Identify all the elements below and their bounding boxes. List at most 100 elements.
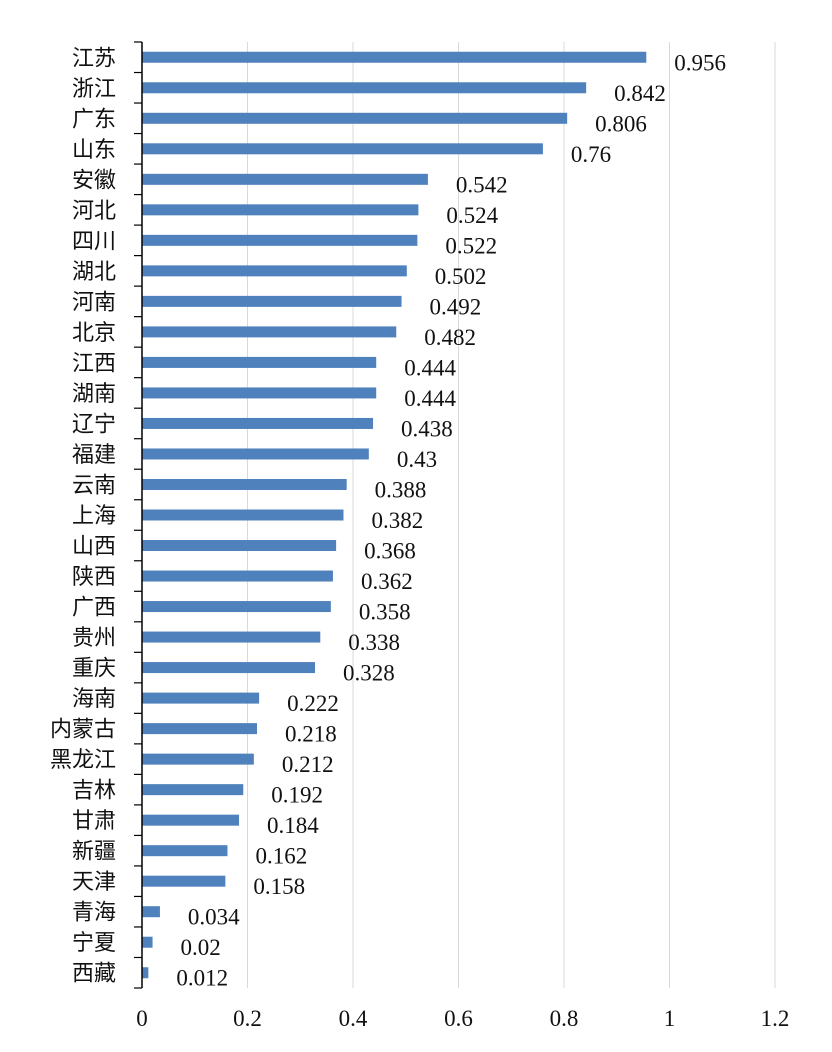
bar: [142, 387, 377, 399]
value-label: 0.388: [375, 477, 427, 502]
category-label: 西藏: [72, 962, 116, 987]
category-label: 内蒙古: [50, 718, 116, 743]
category-label: 贵州: [72, 626, 116, 651]
bar: [142, 540, 337, 552]
value-label: 0.02: [181, 935, 221, 960]
category-label: 上海: [72, 504, 116, 529]
bar: [142, 753, 254, 765]
value-label: 0.438: [401, 416, 453, 441]
value-label: 0.522: [445, 233, 497, 258]
bar: [142, 875, 226, 887]
bar: [142, 784, 244, 796]
category-label: 陕西: [72, 565, 116, 590]
value-label: 0.444: [404, 355, 456, 380]
value-label: 0.184: [267, 813, 319, 838]
value-label: 0.218: [285, 722, 337, 747]
category-label: 广东: [72, 107, 116, 132]
category-label: 黑龙江: [50, 748, 116, 773]
category-label: 青海: [72, 901, 116, 926]
value-label: 0.956: [674, 50, 726, 75]
bar: [142, 112, 568, 124]
x-tick-label: 0: [136, 1006, 148, 1031]
bar: [142, 356, 377, 368]
bar: [142, 173, 428, 185]
bar: [142, 723, 257, 735]
value-label: 0.806: [595, 111, 647, 136]
bar: [142, 143, 543, 155]
grid-layer: [247, 42, 776, 988]
category-label: 山西: [72, 535, 116, 560]
category-label: 江西: [72, 351, 116, 376]
bar: [142, 295, 402, 307]
bar: [142, 631, 321, 643]
bar: [142, 967, 149, 979]
x-tick-label: 0.8: [550, 1006, 579, 1031]
category-label: 辽宁: [72, 412, 116, 437]
value-label: 0.012: [176, 966, 228, 991]
category-label: 河北: [72, 199, 116, 224]
value-label: 0.482: [424, 325, 476, 350]
category-label: 江苏: [72, 46, 116, 71]
value-label: 0.76: [571, 142, 611, 167]
bar: [142, 936, 153, 948]
category-label: 北京: [72, 321, 116, 346]
value-label: 0.842: [614, 81, 666, 106]
value-label: 0.502: [435, 264, 487, 289]
value-label: 0.162: [255, 844, 307, 869]
value-label: 0.542: [456, 172, 508, 197]
bar: [142, 82, 587, 94]
value-label: 0.034: [188, 905, 240, 930]
value-label: 0.43: [397, 447, 437, 472]
bar-layer: [142, 51, 647, 979]
value-label: 0.382: [372, 508, 424, 533]
bar: [142, 662, 316, 674]
value-label: 0.524: [446, 203, 498, 228]
category-label: 重庆: [72, 657, 116, 682]
value-label: 0.492: [430, 294, 482, 319]
x-tick-label: 0.4: [339, 1006, 368, 1031]
label-layer: 江苏 0.956 浙江 0.842 广东 0.806 山东 0.76 安徽 0.542 河北 0.52…: [50, 46, 726, 990]
value-label: 0.358: [359, 600, 411, 625]
category-label: 河南: [72, 290, 116, 315]
category-label: 云南: [72, 473, 116, 498]
value-label: 0.192: [271, 783, 323, 808]
bar: [142, 509, 344, 521]
category-label: 浙江: [72, 77, 116, 102]
bar: [142, 692, 260, 704]
value-label: 0.328: [343, 661, 395, 686]
x-tick-label: 1: [664, 1006, 676, 1031]
bar: [142, 417, 374, 429]
bar: [142, 51, 647, 63]
category-label: 福建: [72, 443, 116, 468]
bar: [142, 265, 407, 277]
bar: [142, 570, 333, 582]
category-label: 湖北: [72, 260, 116, 285]
category-label: 天津: [72, 870, 116, 895]
axis-layer: 0 0.2 0.4 0.6 0.8 1 1.2: [134, 41, 789, 1031]
category-label: 广西: [72, 596, 116, 621]
value-label: 0.222: [287, 691, 339, 716]
x-tick-label: 0.2: [233, 1006, 262, 1031]
category-label: 海南: [72, 687, 116, 712]
bar: [142, 906, 160, 918]
value-label: 0.338: [348, 630, 400, 655]
category-label: 湖南: [72, 382, 116, 407]
category-label: 甘肃: [72, 809, 116, 834]
category-label: 四川: [72, 229, 116, 254]
x-tick-label: 0.6: [444, 1006, 473, 1031]
category-label: 安徽: [72, 168, 116, 193]
bar: [142, 204, 419, 216]
bar: [142, 601, 331, 613]
bar: [142, 234, 418, 246]
value-label: 0.362: [361, 569, 413, 594]
bar: [142, 814, 240, 826]
category-label: 吉林: [72, 779, 116, 804]
bar: [142, 478, 347, 490]
category-label: 山东: [72, 138, 116, 163]
value-label: 0.158: [253, 874, 305, 899]
category-label: 宁夏: [72, 931, 116, 956]
bar: [142, 845, 228, 857]
bar: [142, 326, 397, 338]
value-label: 0.212: [282, 752, 334, 777]
